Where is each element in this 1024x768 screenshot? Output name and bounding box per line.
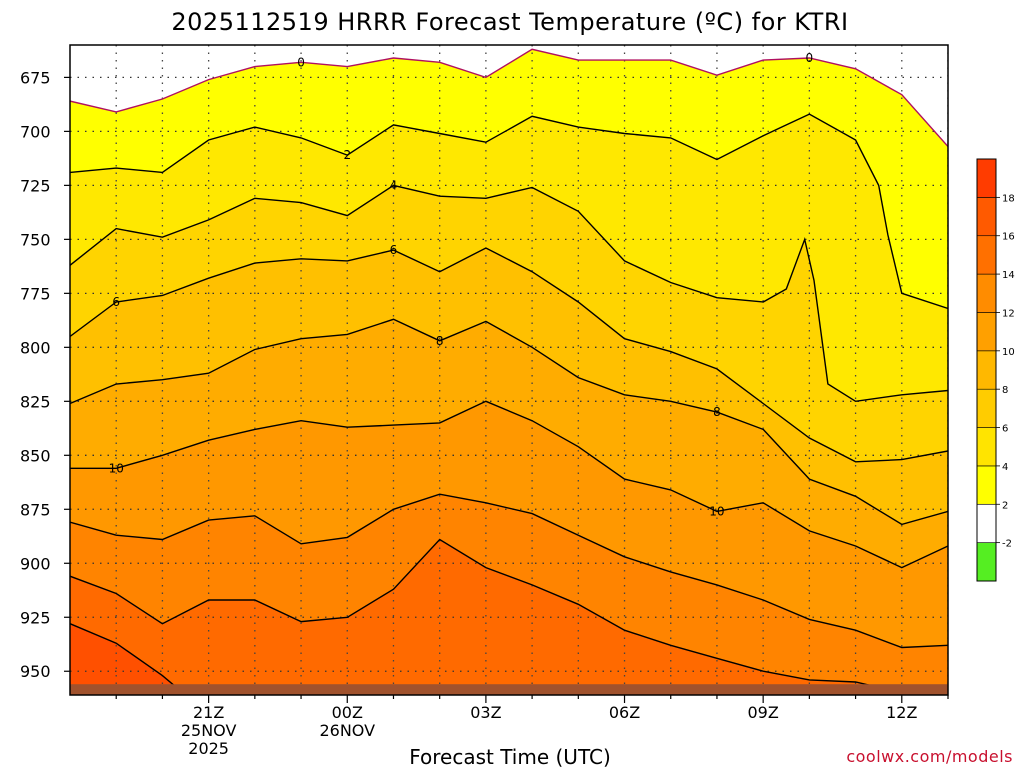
contour-4: [70, 184, 948, 403]
colorbar-label: 2: [1002, 500, 1008, 511]
contour-label-8: 8: [713, 405, 721, 419]
colorbar-legend: -2 2 4 6 8 10 12 14 16 18: [976, 158, 1015, 582]
colorbar-label: 12: [1002, 308, 1015, 319]
y-tick-label-850: 850: [20, 446, 51, 465]
ground-strip: [70, 684, 948, 695]
contour-label-10: 10: [709, 504, 724, 518]
fill-band-16: [70, 623, 186, 695]
y-tick-label-875: 875: [20, 500, 51, 519]
colorbar-frame: [976, 158, 997, 582]
contour-label-2: 2: [343, 148, 351, 162]
colorbar-segment: [976, 158, 997, 198]
colorbar-segment: [976, 542, 997, 582]
colorbar-label: 6: [1002, 424, 1008, 435]
contour-8: [70, 318, 948, 526]
chart-title: 2025112519 HRRR Forecast Temperature (ºC…: [171, 8, 848, 36]
y-tick-label-675: 675: [20, 68, 51, 87]
colorbar-label: 4: [1002, 462, 1008, 473]
contour-0: [70, 48, 948, 147]
x-tick-label: 09Z: [747, 703, 778, 722]
colorbar-label: -2: [1002, 539, 1012, 550]
colorbar-label: 8: [1002, 385, 1008, 396]
y-tick-label-825: 825: [20, 392, 51, 411]
contour-label-0: 0: [297, 55, 305, 69]
y-tick-label-725: 725: [20, 176, 51, 195]
contour-label-10: 10: [109, 461, 124, 475]
plot-area: 0 0 2 4 6 6 8 8 10 10: [70, 45, 948, 695]
y-tick-label-775: 775: [20, 284, 51, 303]
x-tick-label: 26NOV: [319, 721, 375, 740]
site-credit: coolwx.com/models: [846, 747, 1013, 766]
fill-band-14: [70, 539, 902, 695]
x-tick-label: 25NOV: [181, 721, 237, 740]
y-tick-label-700: 700: [20, 122, 51, 141]
contour-2: [70, 113, 948, 310]
colorbar-segment: [976, 388, 997, 428]
colorbar-segment: [976, 350, 997, 390]
contour-10: [70, 400, 948, 569]
colorbar-label: 10: [1002, 347, 1015, 358]
x-tick-label: 2025: [188, 739, 229, 758]
colorbar-segment: [976, 503, 997, 543]
x-tick-label: 03Z: [470, 703, 501, 722]
contour-6: [70, 247, 948, 463]
plot-frame: [69, 44, 949, 696]
colorbar-segment: [976, 197, 997, 237]
colorbar-segment: [976, 312, 997, 352]
contour-14: [70, 538, 902, 694]
y-tick-label-925: 925: [20, 608, 51, 627]
x-tick-label: 00Z: [332, 703, 363, 722]
colorbar-segment: [976, 427, 997, 467]
x-tick-label: 21Z: [193, 703, 224, 722]
contour-label-6: 6: [390, 243, 398, 257]
y-tick-label-900: 900: [20, 554, 51, 573]
y-tick-label-750: 750: [20, 230, 51, 249]
colorbar-segment: [976, 235, 997, 275]
colorbar-segment: [976, 465, 997, 505]
x-tick-label: 12Z: [886, 703, 917, 722]
y-axis-ticks: 675 700 725 750 775 800 825 850 875 900 925 950: [20, 68, 70, 681]
contour-label-8: 8: [436, 334, 444, 348]
colorbar-label: 16: [1002, 232, 1015, 243]
contour-12: [70, 493, 948, 649]
colorbar-label: 18: [1002, 193, 1015, 204]
contour-labels: 0 0 2 4 6 6 8 8 10 10: [109, 51, 814, 518]
x-tick-label: 06Z: [609, 703, 640, 722]
y-tick-label-800: 800: [20, 338, 51, 357]
contour-label-4: 4: [390, 178, 398, 192]
x-axis-title: Forecast Time (UTC): [409, 745, 611, 768]
colorbar-label: 14: [1002, 270, 1015, 281]
ground-surface: [70, 684, 948, 695]
contour-label-6: 6: [112, 295, 120, 309]
contour-label-0: 0: [806, 51, 814, 65]
y-tick-label-950: 950: [20, 662, 51, 681]
colorbar-segment: [976, 273, 997, 313]
